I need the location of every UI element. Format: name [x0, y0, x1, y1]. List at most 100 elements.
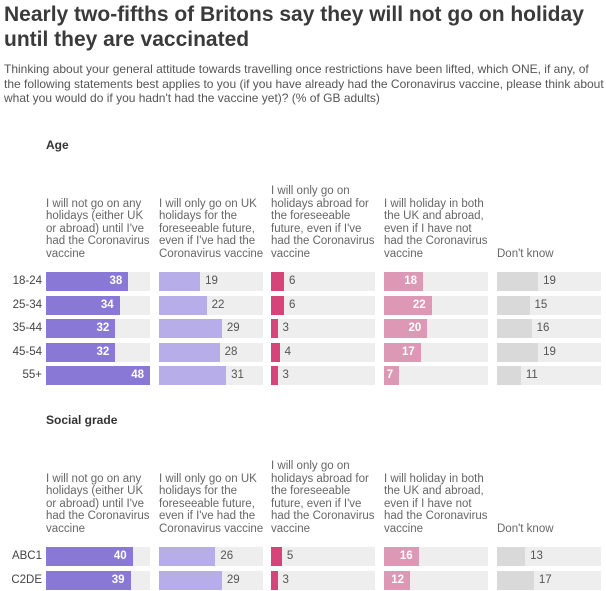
data-label: 48 — [131, 369, 144, 381]
data-label: 22 — [211, 298, 225, 311]
bar — [497, 570, 534, 590]
data-label: 3 — [282, 573, 289, 586]
bar-track: 26 — [159, 547, 263, 566]
bar-track: 13 — [497, 547, 601, 566]
row-label: ABC1 — [11, 550, 42, 562]
bar-track: 34 — [46, 295, 150, 315]
row-label: 25-34 — [12, 298, 42, 311]
column-header: I will holiday in both the UK and abroad… — [384, 197, 488, 260]
data-label: 28 — [224, 345, 238, 358]
bar-track: 3 — [271, 570, 375, 590]
bar — [159, 295, 207, 315]
bar-track: 48 — [46, 366, 150, 385]
bar — [159, 547, 216, 566]
bar-track: 19 — [159, 272, 263, 291]
bar — [46, 547, 133, 566]
panel-title: Social grade — [46, 413, 118, 427]
bar — [497, 366, 521, 385]
bar-track: 28 — [159, 342, 263, 362]
data-label: 16 — [536, 322, 550, 334]
bar — [159, 319, 222, 338]
data-label: 11 — [525, 369, 538, 381]
data-label: 7 — [386, 369, 394, 381]
row-label: C2DE — [11, 573, 42, 586]
bar-track: 17 — [497, 570, 601, 590]
bar-track: 29 — [159, 319, 263, 338]
panel-title: Age — [46, 138, 69, 152]
data-label: 32 — [96, 322, 110, 334]
bar-track: 3 — [271, 319, 375, 338]
bar — [271, 342, 280, 362]
data-label: 17 — [402, 345, 415, 358]
data-label: 20 — [408, 322, 422, 334]
bar — [46, 342, 116, 362]
bar — [46, 295, 120, 315]
bar — [497, 319, 532, 338]
bar-track: 11 — [497, 366, 601, 385]
data-label: 5 — [286, 550, 294, 562]
bar-track: 5 — [271, 547, 375, 566]
bar — [271, 547, 282, 566]
bar — [159, 570, 222, 590]
bar-track: 20 — [384, 319, 488, 338]
data-label: 39 — [111, 573, 125, 586]
bar-track: 16 — [497, 319, 601, 338]
bar — [159, 366, 227, 385]
data-label: 29 — [226, 573, 240, 586]
data-label: 34 — [100, 298, 114, 311]
bar-track: 16 — [384, 547, 488, 566]
bar — [384, 319, 428, 338]
bar-track: 32 — [46, 342, 150, 362]
column-header: I will only go on UK holidays for the fo… — [159, 472, 264, 535]
row-label: 35-44 — [12, 322, 42, 334]
column-header: I will holiday in both the UK and abroad… — [384, 472, 488, 535]
bar-track: 12 — [384, 570, 488, 590]
column-header: I will only go on holidays abroad for th… — [271, 185, 375, 260]
data-label: 16 — [399, 550, 413, 562]
column-header: I will only go on holidays abroad for th… — [271, 460, 375, 535]
bar — [497, 295, 530, 315]
bar-track: 39 — [46, 570, 150, 590]
bar-track: 22 — [384, 295, 488, 315]
bar-track: 19 — [497, 272, 601, 291]
data-label: 29 — [226, 322, 240, 334]
data-label: 19 — [205, 275, 218, 287]
data-label: 6 — [289, 298, 296, 311]
data-label: 40 — [113, 550, 127, 562]
bar-track: 7 — [384, 366, 488, 385]
bar — [46, 319, 116, 338]
data-label: 13 — [530, 550, 543, 562]
bar-track: 32 — [46, 319, 150, 338]
bar — [271, 570, 278, 590]
bar — [159, 272, 201, 291]
data-label: 15 — [534, 298, 548, 311]
bar — [271, 272, 284, 291]
data-label: 31 — [231, 369, 244, 381]
bar-track: 6 — [271, 272, 375, 291]
row-label: 55+ — [22, 369, 42, 381]
chart-title: Nearly two-fifths of Britons say they wi… — [4, 3, 584, 51]
column-header: I will not go on any holidays (either UK… — [46, 472, 150, 535]
data-label: 6 — [289, 275, 296, 287]
data-label: 32 — [96, 345, 110, 358]
data-label: 17 — [538, 573, 552, 586]
column-header: Don't know — [497, 247, 554, 260]
data-label: 19 — [543, 345, 556, 358]
bar — [46, 366, 150, 385]
bar-track: 17 — [384, 342, 488, 362]
data-label: 38 — [109, 275, 123, 287]
column-header: I will only go on UK holidays for the fo… — [159, 197, 264, 260]
data-label: 4 — [284, 345, 292, 358]
bar-track: 31 — [159, 366, 263, 385]
bar-track: 6 — [271, 295, 375, 315]
bar-track: 40 — [46, 547, 150, 566]
data-label: 22 — [412, 298, 426, 311]
data-label: 26 — [220, 550, 234, 562]
data-label: 18 — [404, 275, 417, 287]
bar-track: 18 — [384, 272, 488, 291]
bar — [384, 366, 400, 385]
data-label: 3 — [282, 369, 289, 381]
bar — [384, 342, 421, 362]
bar — [46, 272, 129, 291]
bar — [384, 547, 419, 566]
